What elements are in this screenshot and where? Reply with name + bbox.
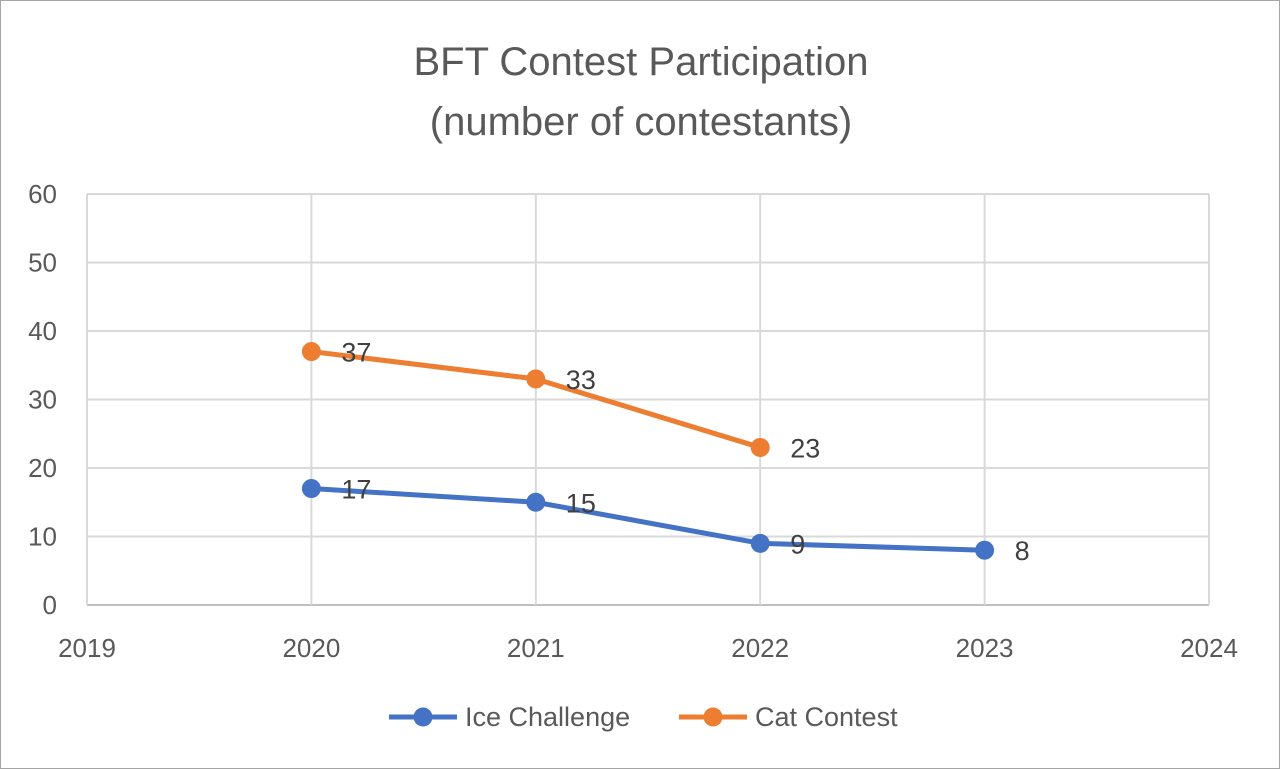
series-line bbox=[308, 486, 988, 553]
legend-label: Cat Contest bbox=[755, 702, 898, 732]
chart-title-line-2: (number of contestants) bbox=[430, 100, 852, 144]
data-label: 8 bbox=[1015, 536, 1030, 566]
y-tick-label: 60 bbox=[28, 179, 57, 209]
data-label: 23 bbox=[790, 433, 820, 463]
y-tick-label: 20 bbox=[28, 453, 57, 483]
data-point[interactable] bbox=[750, 437, 770, 457]
y-tick-label: 40 bbox=[28, 316, 57, 346]
data-point[interactable] bbox=[526, 492, 546, 512]
chart-title-line-1: BFT Contest Participation bbox=[413, 40, 868, 84]
y-tick-label: 50 bbox=[28, 248, 57, 278]
chart-title: BFT Contest Participation (number of con… bbox=[413, 40, 868, 144]
series-ice-challenge: 17 15 9 8 bbox=[301, 475, 1030, 566]
gridlines bbox=[86, 193, 1210, 606]
x-tick-label: 2022 bbox=[731, 633, 789, 663]
axes: 0 10 20 30 40 50 60 2019 2020 2021 2022 2023 2024 bbox=[28, 179, 1238, 663]
data-point[interactable] bbox=[301, 479, 321, 499]
x-tick-label: 2021 bbox=[507, 633, 565, 663]
y-tick-label: 0 bbox=[43, 590, 57, 620]
legend-marker bbox=[413, 707, 433, 727]
series: 17 15 9 8 37 33 23 bbox=[301, 338, 1030, 566]
legend[interactable]: Ice Challenge Cat Contest bbox=[389, 702, 898, 732]
data-label: 33 bbox=[566, 365, 596, 395]
data-point[interactable] bbox=[301, 342, 321, 362]
data-point[interactable] bbox=[750, 533, 770, 553]
data-point[interactable] bbox=[526, 369, 546, 389]
data-point[interactable] bbox=[975, 540, 995, 560]
x-tick-label: 2020 bbox=[282, 633, 340, 663]
data-label: 9 bbox=[790, 529, 805, 559]
data-label: 37 bbox=[341, 338, 371, 368]
series-cat-contest: 37 33 23 bbox=[301, 338, 820, 463]
x-tick-label: 2024 bbox=[1180, 633, 1238, 663]
legend-item-ice-challenge[interactable]: Ice Challenge bbox=[389, 702, 630, 732]
x-tick-label: 2023 bbox=[956, 633, 1014, 663]
y-tick-label: 10 bbox=[28, 522, 57, 552]
data-label: 15 bbox=[566, 488, 596, 518]
legend-marker bbox=[703, 707, 723, 727]
y-tick-label: 30 bbox=[28, 385, 57, 415]
legend-item-cat-contest[interactable]: Cat Contest bbox=[679, 702, 898, 732]
data-label: 17 bbox=[341, 475, 371, 505]
legend-label: Ice Challenge bbox=[465, 702, 630, 732]
x-tick-label: 2019 bbox=[58, 633, 116, 663]
